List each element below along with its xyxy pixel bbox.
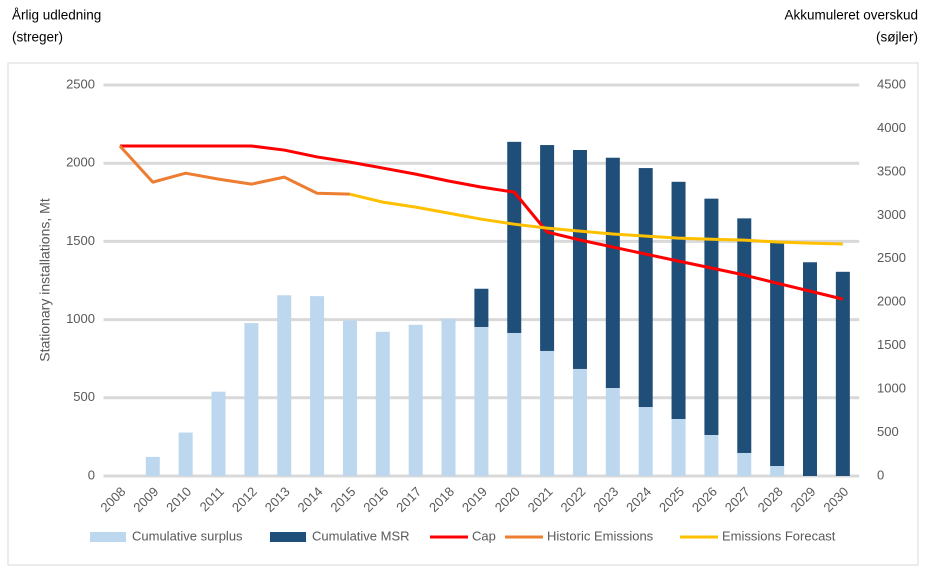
bar bbox=[211, 391, 226, 476]
y-tick-label: 1000 bbox=[66, 311, 95, 326]
legend-label: Cumulative MSR bbox=[312, 528, 410, 543]
y2-tick-label: 2500 bbox=[877, 250, 906, 265]
bar bbox=[540, 350, 555, 476]
line bbox=[119, 144, 844, 301]
bar bbox=[507, 332, 522, 476]
bar bbox=[770, 466, 785, 476]
y2-tick-label: 4000 bbox=[877, 120, 906, 135]
y-tick-label: 1500 bbox=[66, 233, 95, 248]
left-note: Årlig udledning bbox=[12, 8, 101, 23]
bar bbox=[342, 320, 357, 476]
y-tick-label: 2500 bbox=[66, 76, 95, 91]
bar bbox=[835, 271, 850, 476]
bar bbox=[375, 331, 390, 476]
y-tick-label: 2000 bbox=[66, 155, 95, 170]
legend-label: Cap bbox=[472, 528, 496, 543]
bar bbox=[408, 324, 423, 476]
y2-tick-label: 3000 bbox=[877, 207, 906, 222]
bar bbox=[671, 419, 686, 476]
bar bbox=[474, 326, 489, 476]
legend-label: Historic Emissions bbox=[547, 528, 654, 543]
bar bbox=[572, 149, 587, 369]
bar bbox=[770, 242, 785, 467]
y-tick-label: 0 bbox=[88, 467, 95, 482]
y2-tick-label: 1500 bbox=[877, 337, 906, 352]
legend-label: Emissions Forecast bbox=[722, 528, 836, 543]
y-tick-label: 500 bbox=[73, 389, 95, 404]
bar bbox=[178, 432, 193, 476]
bar bbox=[704, 434, 719, 476]
y2-tick-label: 2000 bbox=[877, 294, 906, 309]
legend-swatch bbox=[270, 532, 306, 542]
bar bbox=[277, 295, 292, 476]
right-note: (søjler) bbox=[876, 30, 918, 45]
legend-swatch bbox=[90, 532, 126, 542]
right-note: Akkumuleret overskud bbox=[784, 8, 918, 23]
bar bbox=[638, 168, 653, 408]
bar bbox=[540, 145, 555, 351]
line bbox=[118, 144, 350, 196]
line bbox=[349, 192, 843, 246]
y2-tick-label: 0 bbox=[877, 467, 884, 482]
bar bbox=[737, 218, 752, 453]
bar bbox=[572, 368, 587, 476]
bar bbox=[737, 452, 752, 476]
bar bbox=[704, 198, 719, 435]
bar bbox=[507, 141, 522, 333]
bar bbox=[474, 288, 489, 327]
y2-tick-label: 4500 bbox=[877, 76, 906, 91]
bar bbox=[802, 262, 817, 476]
legend-label: Cumulative surplus bbox=[132, 528, 243, 543]
left-note: (streger) bbox=[12, 30, 63, 45]
y2-tick-label: 500 bbox=[877, 424, 899, 439]
y-axis-label: Stationary installations, Mt bbox=[37, 198, 53, 362]
y2-tick-label: 3500 bbox=[877, 163, 906, 178]
bar bbox=[441, 318, 456, 476]
bar bbox=[145, 456, 160, 476]
bar bbox=[310, 296, 325, 476]
bar bbox=[671, 181, 686, 420]
bar bbox=[638, 407, 653, 476]
y2-tick-label: 1000 bbox=[877, 381, 906, 396]
bar bbox=[244, 323, 259, 476]
bar bbox=[605, 387, 620, 476]
bar bbox=[605, 157, 620, 388]
